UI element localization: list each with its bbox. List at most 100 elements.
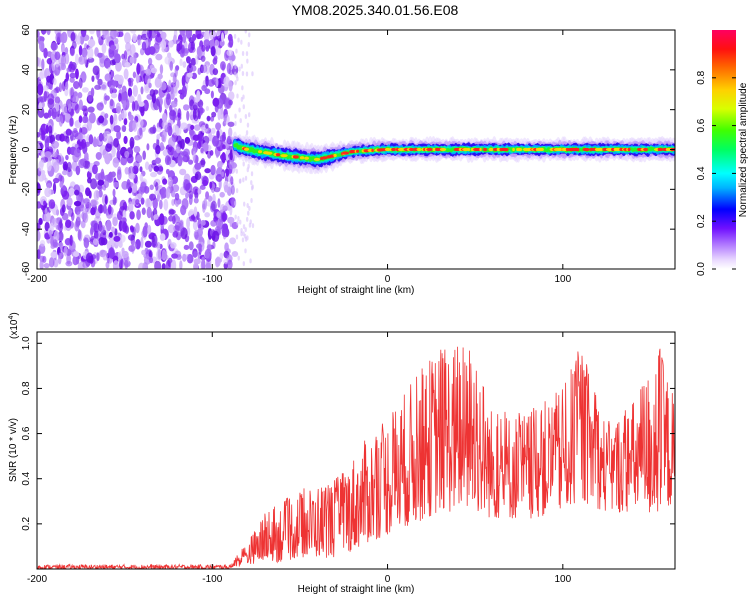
spectrogram-y-tick-label: 0 xyxy=(21,146,32,152)
spectrogram-noise-speck xyxy=(112,195,117,206)
spectrogram-noise-speck xyxy=(145,198,150,208)
spectrogram-noise-speck xyxy=(178,220,184,232)
spectrogram-noise-speck xyxy=(107,66,112,73)
spectrogram-noise-speck xyxy=(112,216,118,227)
spectrogram-noise-speck xyxy=(166,92,171,100)
spectrogram-noise-speck xyxy=(42,85,49,92)
spectrogram-noise-speck xyxy=(70,87,74,99)
spectrogram-noise-speck xyxy=(74,53,79,66)
spectrogram-band-core xyxy=(503,147,509,152)
spectrogram-noise-speck xyxy=(73,80,80,90)
spectrogram-noise-speck xyxy=(51,59,56,72)
spectrogram-noise-speck xyxy=(190,124,195,130)
spectrogram-noise-speck xyxy=(224,242,229,252)
spectrogram-noise-speck xyxy=(171,253,179,259)
spectrogram-band-core xyxy=(293,155,299,159)
spectrogram-noise-speck xyxy=(179,58,183,67)
spectrogram-noise-speck xyxy=(58,115,64,127)
spectrogram-noise-speck xyxy=(137,39,142,46)
snr-y-ticks: 0.2 0.4 0.6 0.8 1.0 xyxy=(21,336,675,531)
spectrogram-noise-speck xyxy=(53,63,61,76)
spectrogram-noise-speck xyxy=(97,31,102,42)
spectrogram-noise-speck xyxy=(140,236,144,249)
spectrogram-noise-speck xyxy=(135,199,140,205)
spectrogram-noise-speck xyxy=(44,151,52,158)
spectrogram-band-core xyxy=(408,147,415,152)
spectrogram-noise-speck xyxy=(193,262,199,269)
spectrogram-band-core xyxy=(265,151,273,155)
spectrogram-noise-speck xyxy=(97,78,103,86)
spectrogram-noise-speck xyxy=(38,102,43,112)
spectrogram-noise-speck xyxy=(250,180,253,186)
spectrogram-noise-speck xyxy=(212,97,220,107)
spectrogram-noise-speck xyxy=(78,158,86,169)
spectrogram-noise-speck xyxy=(87,106,95,113)
colorbar-ticks: 0.0 0.2 0.4 0.6 0.8 xyxy=(696,70,736,276)
spectrogram-noise-speck xyxy=(88,134,94,145)
spectrogram-band-core xyxy=(467,147,471,152)
spectrogram-noise-speck xyxy=(200,259,206,269)
spectrogram-noise-speck xyxy=(141,249,146,256)
spectrogram-noise-speck xyxy=(180,151,189,157)
spectrogram-noise-speck xyxy=(228,159,235,170)
spectrogram-band-core xyxy=(643,147,649,152)
spectrogram-noise-speck xyxy=(98,132,104,142)
spectrogram-noise-speck xyxy=(69,234,73,246)
spectrogram-noise-speck xyxy=(128,126,134,133)
spectrogram-noise-speck xyxy=(139,166,143,173)
colorbar-label: Normalized spectral amplitude xyxy=(738,82,749,217)
spectrogram-band-core xyxy=(384,147,391,152)
spectrogram-noise-speck xyxy=(43,47,48,59)
spectrogram-y-tick-label: 60 xyxy=(21,24,32,36)
spectrogram-noise-speck xyxy=(201,44,206,52)
spectrogram-band-core xyxy=(598,147,604,152)
spectrogram-noise-speck xyxy=(148,46,156,55)
spectrogram-noise-speck xyxy=(88,190,92,199)
spectrogram-noise-speck xyxy=(210,220,217,227)
snr-x-tick-label: -100 xyxy=(202,574,222,585)
spectrogram-noise-speck xyxy=(73,200,82,207)
spectrogram-noise-speck xyxy=(141,41,147,51)
spectrogram-x-tick-label: -200 xyxy=(27,274,47,285)
spectrogram-band-core xyxy=(479,147,482,152)
snr-panel: -200 -100 0 100 0.2 0.4 0.6 0.8 1.0 Height of s… xyxy=(8,312,676,595)
spectrogram-noise-speck xyxy=(111,226,116,233)
spectrogram-noise-speck xyxy=(154,260,162,269)
snr-y-tick-label: 0.4 xyxy=(21,471,32,485)
spectrogram-noise-speck xyxy=(173,150,179,158)
spectrogram-noise-speck xyxy=(75,165,81,176)
spectrogram-noise-speck xyxy=(52,239,58,248)
spectrogram-noise-speck xyxy=(220,61,226,71)
spectrogram-noise-speck xyxy=(139,126,143,136)
spectrogram-noise-speck xyxy=(114,37,119,45)
spectrogram-band-core xyxy=(589,147,594,152)
spectrogram-noise-speck xyxy=(69,72,77,79)
spectrogram-noise-speck xyxy=(244,248,247,254)
spectrogram-noise-speck xyxy=(46,30,51,36)
spectrogram-noise-speck xyxy=(161,215,168,225)
spectrogram-noise-speck xyxy=(244,236,248,242)
spectrogram-noise-speck xyxy=(128,165,135,175)
spectrogram-band-core xyxy=(658,147,663,152)
spectrogram-noise-speck xyxy=(129,56,135,64)
spectrogram-noise-speck xyxy=(177,112,181,118)
spectrogram-noise-speck xyxy=(240,63,243,69)
spectrogram-noise-speck xyxy=(82,262,90,269)
spectrogram-noise-speck xyxy=(37,230,41,242)
spectrogram-band-core xyxy=(321,156,328,160)
spectrogram-noise-speck xyxy=(193,206,198,217)
spectrogram-noise-speck xyxy=(96,102,104,111)
spectrogram-noise-speck xyxy=(203,197,208,210)
spectrogram-noise-speck xyxy=(179,168,187,176)
spectrogram-noise-speck xyxy=(149,256,154,264)
spectrogram-noise-speck xyxy=(222,144,226,150)
spectrogram-noise-speck xyxy=(41,169,46,176)
spectrogram-noise-speck xyxy=(78,56,83,63)
spectrogram-band-core xyxy=(605,147,614,152)
spectrogram-band-core xyxy=(426,147,433,152)
spectrogram-noise-speck xyxy=(65,260,73,267)
spectrogram-noise-speck xyxy=(238,107,241,113)
spectrogram-noise-speck xyxy=(38,71,44,80)
spectrogram-noise-speck xyxy=(200,219,206,226)
spectrogram-noise-speck xyxy=(248,32,251,38)
